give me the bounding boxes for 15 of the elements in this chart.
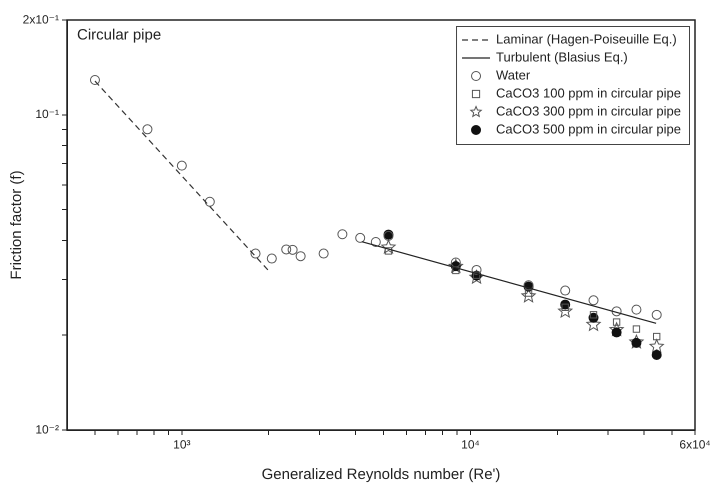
y-tick-label: 10⁻² — [35, 422, 59, 436]
x-tick-label: 10⁴ — [461, 438, 480, 452]
y-axis-title: Friction factor (f) — [8, 170, 26, 280]
x-tick-label: 10³ — [173, 438, 191, 452]
legend-label: Laminar (Hagen-Poiseuille Eq.) — [496, 32, 677, 47]
y-tick-label: 2x10⁻¹ — [22, 12, 59, 26]
legend-label: CaCO3 300 ppm in circular pipe — [496, 104, 682, 119]
legend-label: Water — [496, 68, 531, 83]
x-tick-label: 6x10⁴ — [679, 438, 711, 452]
y-tick-label: 10⁻¹ — [35, 107, 59, 122]
x-axis-title: Generalized Reynolds number (Re') — [262, 466, 500, 484]
legend-label: CaCO3 100 ppm in circular pipe — [496, 86, 682, 101]
legend-label: CaCO3 500 ppm in circular pipe — [496, 122, 682, 137]
legend-label: Turbulent (Blasius Eq.) — [496, 50, 628, 65]
annotation: Circular pipe — [77, 26, 162, 44]
